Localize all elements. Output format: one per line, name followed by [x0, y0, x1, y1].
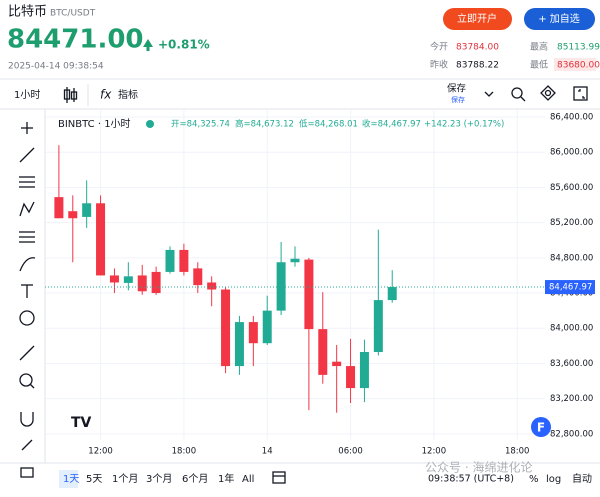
candle-body — [96, 203, 106, 276]
legend-change: +142.23 (+0.17%) — [424, 120, 504, 130]
x-tick-label: 06:00 — [338, 447, 363, 457]
drawing-tools[interactable] — [19, 122, 36, 478]
candle-body — [54, 197, 64, 219]
stat-value: 83788.22 — [456, 61, 499, 71]
candle-body — [165, 249, 175, 272]
y-tick-label: 85,600.00 — [550, 183, 593, 193]
candle-body — [290, 258, 300, 263]
x-tick-label: 18:00 — [172, 447, 197, 457]
y-tick-label: 85,200.00 — [550, 218, 593, 228]
auto-toggle[interactable]: 自动 — [572, 472, 592, 485]
range-button[interactable]: 1年 — [218, 472, 234, 485]
open-account-label[interactable]: 立即开户 — [457, 12, 497, 25]
y-tick-label: 86,400.00 — [550, 113, 593, 123]
open-account-button[interactable] — [443, 8, 512, 30]
candle-body — [346, 366, 356, 389]
asset-name: 比特币 — [8, 5, 47, 20]
candle-body — [248, 322, 258, 344]
datetime: 2025-04-14 09:38:54 — [8, 62, 104, 72]
watermark: 公众号 · 海绵进化论 — [425, 460, 532, 475]
y-tick-label: 83,200.00 — [550, 394, 593, 404]
range-button[interactable]: 1个月 — [112, 473, 138, 485]
legend-low: 低=84,268.01 — [299, 119, 358, 130]
price: 84471.00 — [7, 25, 144, 55]
indicators[interactable]: 指标 — [118, 88, 138, 101]
low-highlight — [554, 58, 596, 71]
fx-icon[interactable]: fx — [100, 88, 112, 102]
y-tick-label: 86,000.00 — [550, 148, 593, 158]
calendar-icon[interactable] — [272, 471, 286, 484]
y-tick-label: 83,600.00 — [550, 359, 593, 369]
toolbar-icons[interactable] — [511, 85, 588, 102]
x-tick-label: 18:00 — [505, 447, 530, 457]
stat-label: 最低 — [530, 59, 548, 71]
candle-body — [373, 300, 383, 352]
y-tick-label: 84,000.00 — [550, 324, 593, 334]
price-change: +0.81% — [158, 38, 210, 52]
candle-body — [123, 276, 133, 283]
candle-body — [318, 329, 328, 375]
candle-body — [359, 352, 369, 389]
percent-toggle[interactable]: % — [529, 474, 539, 485]
stat-value: 83784.00 — [456, 43, 499, 53]
range-button[interactable]: 3个月 — [146, 473, 172, 485]
candle-body — [234, 322, 244, 367]
last-price-label: 84,467.97 — [549, 283, 592, 293]
candle-body — [82, 203, 92, 217]
grid — [45, 110, 545, 440]
candle-body — [109, 275, 119, 283]
y-tick-label: 84,800.00 — [550, 253, 593, 263]
y-tick-label: 82,800.00 — [550, 429, 593, 439]
save[interactable]: 保存 — [447, 83, 467, 95]
candle-body — [179, 249, 189, 272]
candle-body — [262, 310, 272, 344]
candle-body — [332, 361, 342, 367]
up-arrow-stem — [146, 45, 150, 51]
candle-body — [68, 211, 78, 219]
stat-label: 最高 — [530, 41, 548, 53]
tv-logo: TV — [71, 415, 92, 431]
last-price-box — [545, 280, 595, 295]
range-button[interactable]: All — [242, 474, 254, 485]
candle-icon[interactable] — [63, 87, 78, 103]
stat-value: 85113.99 — [557, 43, 600, 53]
add-watch-button[interactable] — [524, 8, 595, 30]
legend-high: 高=84,673.12 — [235, 119, 294, 130]
interval[interactable]: 1小时 — [14, 89, 40, 101]
legend-open: 开=84,325.74 — [171, 120, 230, 130]
x-tick-label: 12:00 — [422, 447, 447, 457]
f-badge[interactable] — [531, 417, 551, 437]
clock: 09:38:57 (UTC+8) — [428, 474, 514, 485]
f-badge-label[interactable]: F — [537, 421, 545, 435]
range-button[interactable]: 5天 — [86, 474, 102, 485]
candle-body — [193, 268, 203, 286]
asset-pair: BTC/USDT — [50, 9, 96, 19]
range-active — [59, 470, 78, 488]
stat-label: 昨收 — [430, 59, 448, 71]
save-sub[interactable]: 保存 — [451, 95, 465, 104]
add-watch-label[interactable]: + 加自选 — [538, 12, 580, 25]
candle-body — [304, 259, 314, 330]
stat-value: 83680.00 — [557, 61, 600, 71]
candle-body — [387, 287, 397, 301]
x-tick-label: 12:00 — [88, 447, 113, 457]
save-menu[interactable] — [484, 91, 494, 97]
candle-body — [276, 262, 286, 311]
range-button[interactable]: 6个月 — [182, 473, 208, 485]
visibility-dot[interactable] — [146, 120, 154, 128]
candle-body — [151, 271, 161, 294]
legend-symbol: BINBTC · 1小时 — [58, 118, 131, 130]
legend-close: 收=84,467.97 — [362, 119, 421, 130]
x-tick-label: 14 — [262, 447, 273, 457]
candle-body — [207, 282, 217, 290]
candle-body — [137, 275, 147, 292]
range-button[interactable]: 1天 — [63, 474, 79, 485]
stat-label: 今开 — [430, 41, 448, 53]
up-arrow — [143, 39, 153, 47]
log-toggle[interactable]: log — [546, 474, 561, 485]
candle-body — [221, 289, 231, 367]
